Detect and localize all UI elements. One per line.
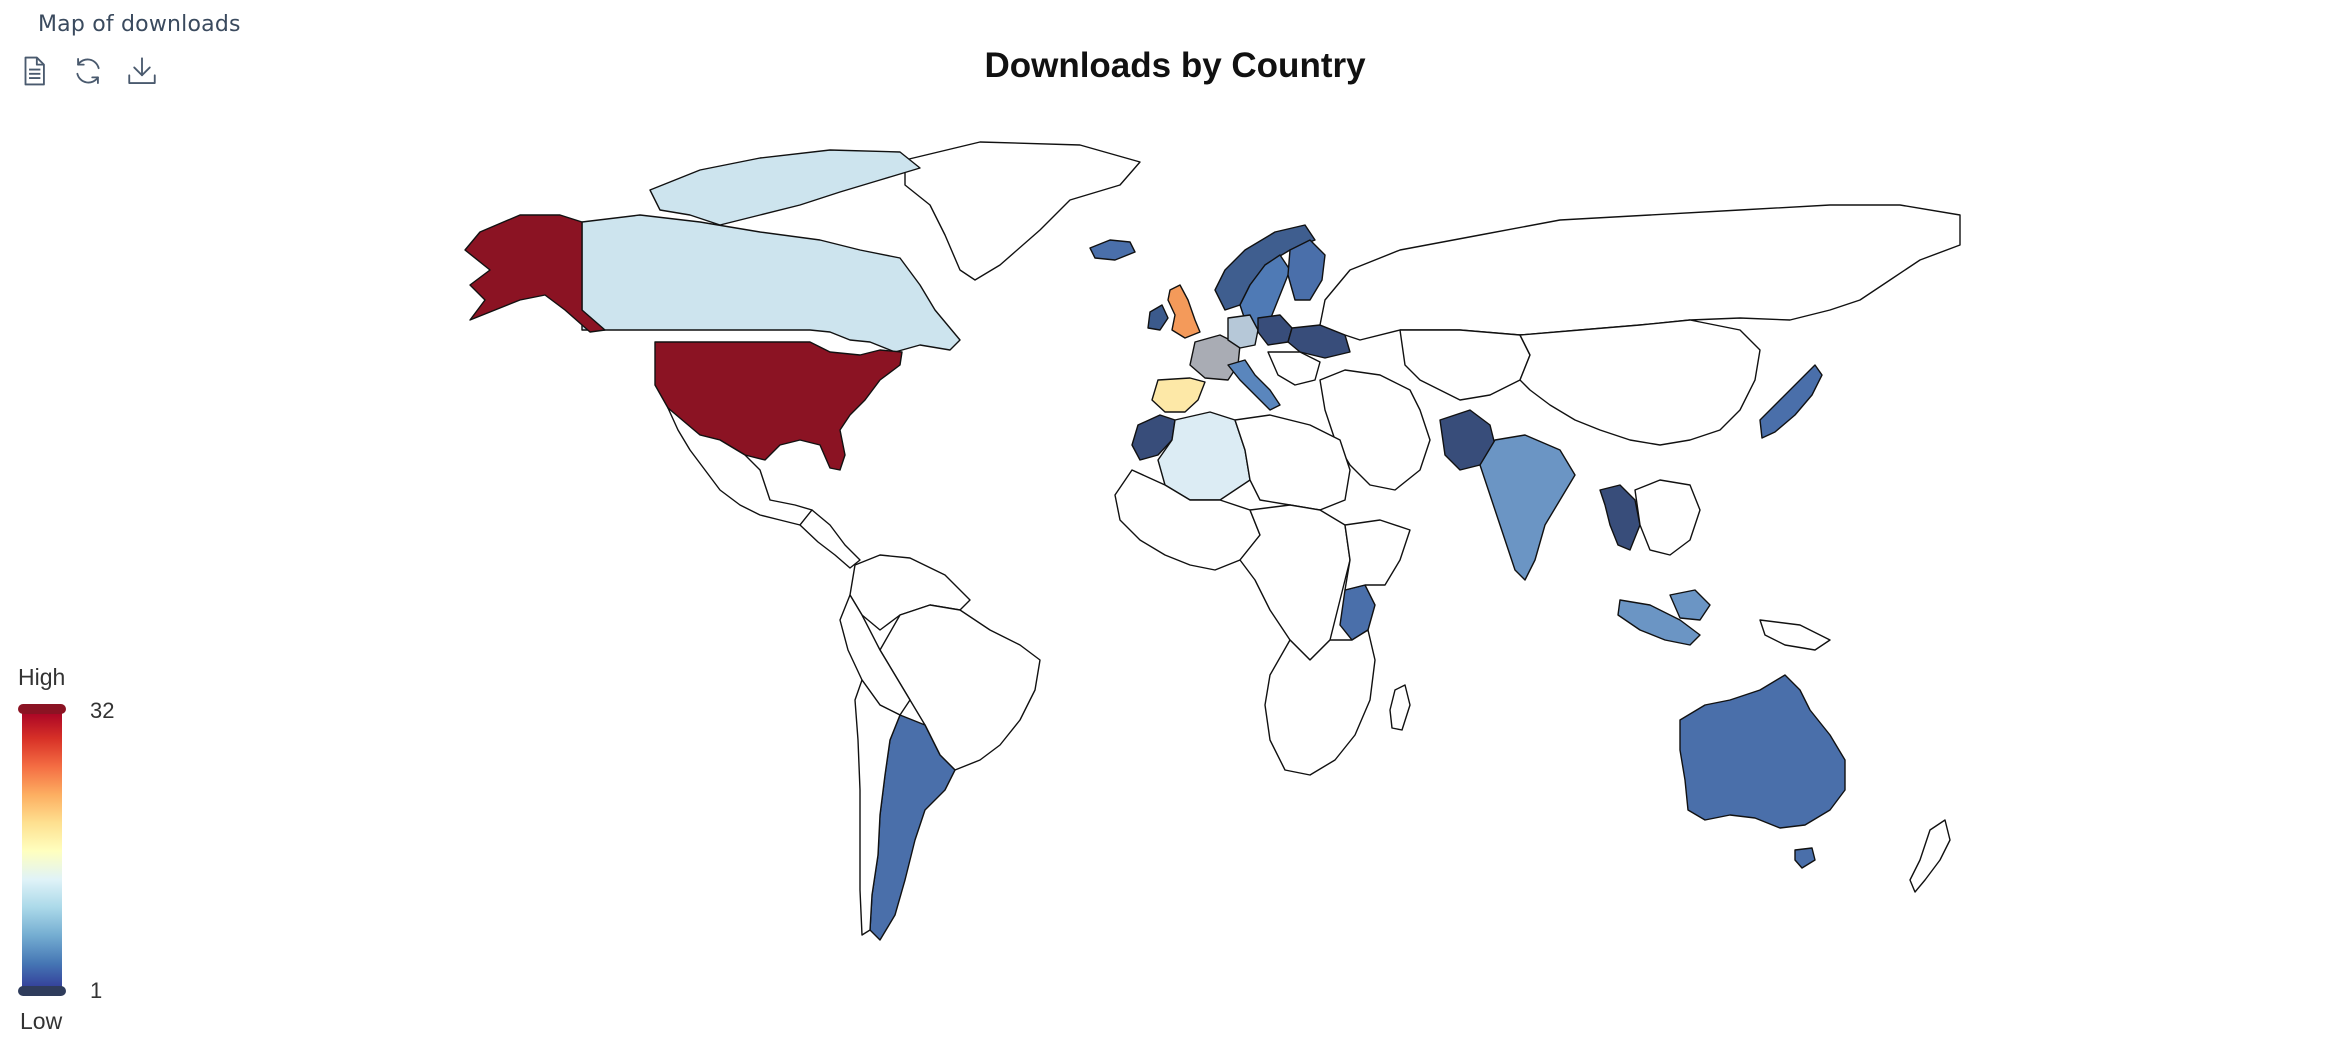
country-morocco[interactable] — [1131, 414, 1176, 461]
chart-title: Downloads by Country — [984, 46, 1366, 85]
save-image-button[interactable] — [122, 52, 162, 92]
country-kazakhstan-central-asia[interactable] — [1399, 329, 1531, 401]
country-canada[interactable] — [581, 214, 961, 353]
country-australia[interactable] — [1679, 674, 1846, 829]
chart-toolbar — [14, 52, 162, 92]
country-thailand-myanmar[interactable] — [1599, 484, 1641, 551]
country-arctic-islands[interactable] — [649, 149, 921, 226]
country-italy[interactable] — [1227, 359, 1281, 411]
legend-bottom-handle[interactable] — [18, 986, 66, 996]
download-icon — [125, 54, 159, 91]
country-papua[interactable] — [1759, 619, 1831, 651]
panel-title: Map of downloads — [38, 12, 241, 37]
refresh-icon — [71, 54, 105, 91]
country-chile[interactable] — [854, 679, 901, 936]
document-icon — [17, 54, 51, 91]
country-uk[interactable] — [1167, 284, 1201, 339]
legend-min-value: 1 — [90, 978, 103, 1003]
country-poland[interactable] — [1257, 314, 1293, 346]
legend-color-bar[interactable] — [22, 710, 62, 992]
legend-top-handle[interactable] — [18, 704, 66, 714]
country-madagascar[interactable] — [1389, 684, 1411, 731]
country-iceland[interactable] — [1089, 239, 1136, 261]
country-borneo[interactable] — [1669, 589, 1711, 621]
country-germany[interactable] — [1227, 314, 1259, 349]
world-map[interactable] — [408, 140, 1968, 950]
country-kenya[interactable] — [1339, 584, 1376, 641]
country-southeast-asia[interactable] — [1634, 479, 1701, 556]
country-tasmania[interactable] — [1794, 847, 1816, 869]
legend-high-label: High — [18, 664, 66, 690]
country-france[interactable] — [1189, 334, 1241, 381]
data-view-button[interactable] — [14, 52, 54, 92]
country-alaska[interactable] — [464, 214, 606, 333]
country-russia[interactable] — [1319, 204, 1961, 341]
country-india[interactable] — [1479, 434, 1576, 581]
country-north-africa[interactable] — [1234, 414, 1351, 511]
legend-low-label: Low — [20, 1008, 63, 1034]
country-west-africa[interactable] — [1114, 469, 1261, 571]
restore-button[interactable] — [68, 52, 108, 92]
country-balkans[interactable] — [1267, 351, 1321, 386]
legend-max-value: 32 — [90, 698, 115, 723]
country-finland[interactable] — [1287, 239, 1326, 301]
country-east-africa[interactable] — [1344, 519, 1411, 591]
country-southern-africa[interactable] — [1264, 629, 1376, 776]
country-central-america[interactable] — [799, 509, 861, 569]
country-china-mongolia[interactable] — [1519, 319, 1761, 446]
country-japan[interactable] — [1759, 364, 1823, 439]
country-ireland[interactable] — [1147, 304, 1169, 331]
country-spain[interactable] — [1151, 377, 1206, 413]
country-greenland[interactable] — [904, 141, 1141, 281]
country-indonesia[interactable] — [1617, 599, 1701, 646]
visual-map-legend: High 32 1 Low — [18, 664, 178, 1034]
country-new-zealand[interactable] — [1909, 819, 1951, 893]
